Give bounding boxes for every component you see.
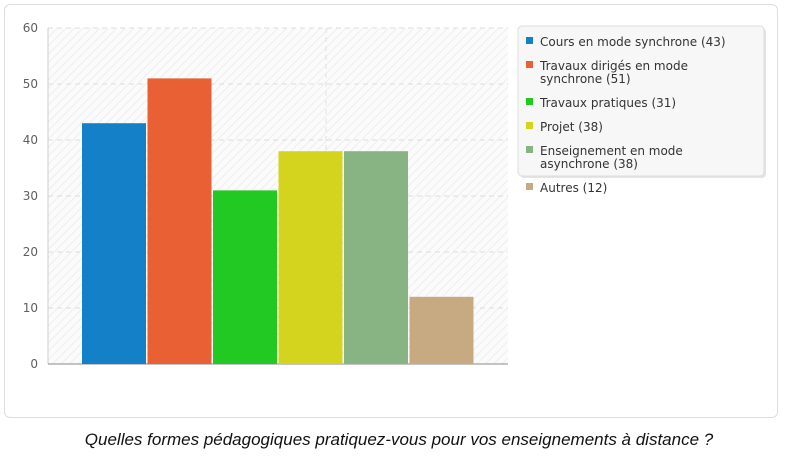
plot-area: 0 10 20 30 40 50 60 [23,21,508,371]
legend-swatch-5 [526,146,533,153]
bar-4 [278,151,343,364]
legend-swatch-4 [526,122,533,129]
legend-swatch-2 [526,61,533,68]
legend-label-2: synchrone (51) [540,72,631,86]
legend-label-4: Projet (38) [540,120,603,134]
chart-caption: Quelles formes pédagogiques pratiquez-vo… [84,430,714,449]
y-tick-label: 60 [23,21,38,35]
bar-5 [344,151,408,364]
legend-label-6: Autres (12) [540,181,607,195]
bar-3 [213,190,277,364]
legend-box [517,25,765,177]
y-tick-label: 40 [23,133,38,147]
legend-label-3: Travaux pratiques (31) [539,96,676,110]
bar-1 [82,123,146,364]
legend-swatch-6 [526,183,533,190]
y-tick-label: 30 [23,189,38,203]
y-tick-label: 50 [23,77,38,91]
legend-label-1: Cours en mode synchrone (43) [540,35,726,49]
bar-chart: 0 10 20 30 40 50 60 Cours en mode synchrone (4… [23,21,766,371]
y-tick-label: 20 [23,245,38,259]
legend-label-2: Travaux dirigés en mode [539,59,688,73]
bar-2 [147,78,212,365]
y-tick-label: 10 [23,301,38,315]
y-tick-label: 0 [30,357,38,371]
legend-swatch-3 [526,98,533,105]
legend-label-5: asynchrone (38) [540,157,638,171]
legend: Cours en mode synchrone (43) Travaux diri… [517,25,766,195]
legend-swatch-1 [526,37,533,44]
legend-label-5: Enseignement en mode [540,144,683,158]
bar-6 [409,296,474,364]
